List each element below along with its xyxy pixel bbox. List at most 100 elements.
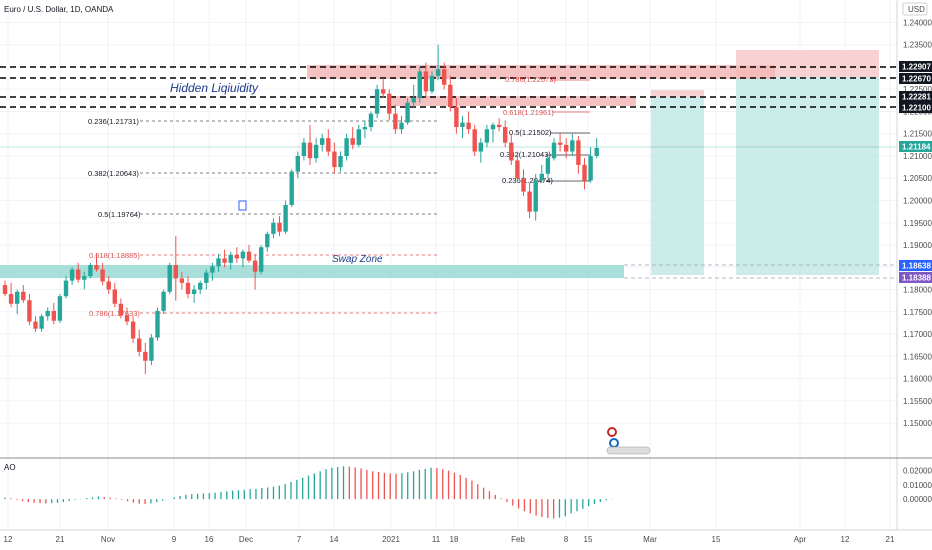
candle[interactable] [503, 120, 508, 148]
candle[interactable] [63, 276, 69, 299]
candle[interactable] [137, 329, 142, 357]
candle[interactable] [234, 247, 239, 263]
candle[interactable] [521, 169, 526, 197]
candle[interactable] [387, 89, 392, 121]
candle[interactable] [344, 133, 349, 161]
supply-zone-lower[interactable] [392, 96, 636, 106]
hidden-liquidity-label[interactable]: Hidden Liqiuidity [170, 81, 259, 95]
candle[interactable] [448, 75, 453, 112]
candle[interactable] [106, 276, 111, 294]
candle[interactable] [545, 155, 551, 179]
candle[interactable] [557, 133, 563, 152]
candle[interactable] [362, 120, 368, 139]
candle[interactable] [295, 151, 300, 179]
candle[interactable] [307, 124, 313, 165]
candle[interactable] [539, 164, 544, 183]
candle[interactable] [2, 280, 8, 297]
candle[interactable] [594, 138, 599, 159]
candle[interactable] [155, 307, 160, 341]
candle[interactable] [252, 253, 258, 290]
candle[interactable] [313, 138, 319, 163]
candle[interactable] [326, 129, 331, 156]
candle[interactable] [496, 118, 502, 132]
candle[interactable] [51, 302, 56, 325]
long-position-target-right[interactable] [736, 77, 879, 275]
candle[interactable] [478, 138, 483, 163]
candle[interactable] [368, 111, 374, 132]
candle[interactable] [216, 253, 221, 272]
candle[interactable] [429, 71, 435, 94]
candle[interactable] [588, 147, 593, 183]
long-position-target-left[interactable] [651, 95, 704, 275]
candle[interactable] [69, 267, 75, 286]
candle[interactable] [76, 262, 81, 283]
candle[interactable] [167, 262, 172, 294]
candle[interactable] [484, 124, 490, 148]
candle[interactable] [423, 62, 429, 99]
swap-zone-band[interactable] [0, 265, 624, 278]
candle[interactable] [490, 122, 496, 143]
candle[interactable] [130, 316, 136, 343]
candle[interactable] [399, 115, 404, 134]
candle[interactable] [271, 218, 276, 239]
candle[interactable] [527, 182, 532, 219]
candle[interactable] [246, 245, 252, 263]
awesome-oscillator-series[interactable] [4, 466, 613, 519]
candle[interactable] [551, 138, 557, 161]
candle[interactable] [57, 293, 63, 323]
fib-retracement-left[interactable]: 0.236(1.21731) 0.382(1.20643) 0.5(1.1976… [88, 117, 437, 318]
candle[interactable] [466, 111, 471, 134]
candle[interactable] [393, 104, 398, 134]
candle[interactable] [21, 285, 26, 303]
candle[interactable] [88, 262, 93, 279]
entry-marker[interactable] [238, 200, 247, 211]
candle[interactable] [460, 115, 465, 139]
candle[interactable] [33, 316, 38, 332]
economic-events-icon[interactable] [606, 427, 651, 455]
candle[interactable] [338, 151, 343, 172]
long-position-stop-left[interactable] [651, 90, 704, 97]
candle[interactable] [289, 169, 294, 208]
candle[interactable] [143, 342, 148, 375]
candle[interactable] [161, 289, 166, 315]
candle[interactable] [191, 285, 197, 303]
candle[interactable] [301, 138, 307, 161]
candle[interactable] [15, 289, 20, 315]
candle[interactable] [149, 334, 154, 366]
candle[interactable] [45, 307, 50, 321]
candle[interactable] [435, 44, 441, 81]
candle[interactable] [374, 84, 380, 119]
candle[interactable] [27, 293, 32, 326]
swap-zone-label[interactable]: Swap Zone [332, 254, 383, 265]
candle[interactable] [124, 307, 130, 326]
candle[interactable] [356, 124, 361, 148]
candle[interactable] [472, 124, 477, 156]
candle[interactable] [320, 133, 325, 152]
candle[interactable] [210, 262, 215, 281]
candle[interactable] [112, 282, 117, 308]
candle[interactable] [411, 84, 416, 108]
candle[interactable] [381, 78, 386, 99]
candle[interactable] [222, 249, 227, 268]
fib-retracement-right[interactable]: 0.786(1.22673) 0.618(1.21961) 0.5(1.2150… [500, 75, 590, 185]
candle[interactable] [515, 151, 520, 183]
candle[interactable] [8, 282, 14, 308]
candle[interactable] [509, 133, 514, 165]
candle[interactable] [283, 200, 288, 234]
candle[interactable] [265, 231, 270, 252]
candle[interactable] [118, 298, 124, 319]
candle[interactable] [240, 249, 246, 268]
candle[interactable] [173, 236, 178, 301]
candle[interactable] [570, 133, 575, 156]
candlestick-series[interactable] [2, 44, 599, 375]
candle[interactable] [442, 62, 447, 90]
candle[interactable] [417, 66, 422, 103]
candle[interactable] [533, 173, 538, 221]
candle[interactable] [228, 251, 233, 270]
currency-button[interactable]: USD [902, 2, 928, 16]
candle[interactable] [39, 314, 44, 332]
candle[interactable] [332, 142, 337, 174]
candle[interactable] [82, 271, 87, 290]
candle[interactable] [350, 127, 355, 150]
